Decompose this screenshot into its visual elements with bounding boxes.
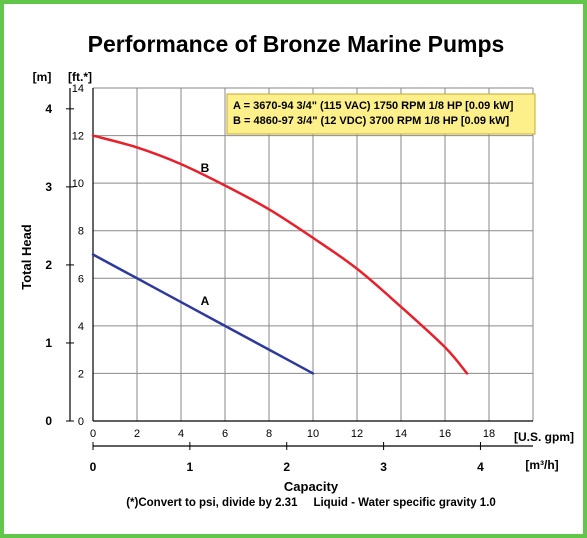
series-label-b: B	[201, 161, 210, 175]
y-unit-primary: [ft.*]	[68, 70, 92, 84]
legend: A = 3670-94 3/4" (115 VAC) 1750 RPM 1/8 …	[226, 93, 536, 135]
y-tick-label: 14	[72, 83, 84, 95]
y-tick-label: 0	[78, 416, 84, 428]
x-unit-secondary: [m³/h]	[525, 458, 558, 472]
x2-tick-label: 3	[380, 460, 387, 474]
x-tick-label: 0	[90, 428, 96, 440]
x-tick-label: 2	[134, 428, 140, 440]
y2-tick-label: 3	[45, 180, 52, 194]
y2-tick-label: 2	[45, 258, 52, 272]
x-tick-label: 6	[222, 428, 228, 440]
series-line-b	[91, 134, 469, 375]
y-tick-label: 6	[78, 273, 84, 285]
x-tick-label: 10	[307, 428, 319, 440]
x2-tick-label: 4	[477, 460, 484, 474]
series-label-a: A	[201, 294, 210, 308]
series-lines	[91, 134, 469, 375]
chart-title: Performance of Bronze Marine Pumps	[88, 31, 505, 57]
x-tick-label: 14	[395, 428, 407, 440]
legend-box	[226, 93, 536, 135]
y-tick-label: 10	[72, 178, 84, 190]
y2-tick-label: 1	[45, 336, 52, 350]
x2-tick-label: 0	[90, 460, 97, 474]
footnote: (*)Convert to psi, divide by 2.31 Liquid…	[126, 497, 496, 509]
x-tick-label: 8	[266, 428, 272, 440]
y-axis-title: Total Head	[19, 224, 34, 290]
y-tick-label: 8	[78, 226, 84, 238]
x-tick-label: 18	[483, 428, 495, 440]
y-unit-secondary: [m]	[33, 70, 52, 84]
x-unit-primary: [U.S. gpm]	[514, 430, 574, 444]
x-tick-label: 12	[351, 428, 363, 440]
y-tick-label: 4	[78, 321, 84, 333]
series-line-a	[91, 253, 315, 375]
x-tick-label: 16	[439, 428, 451, 440]
y2-tick-label: 4	[45, 102, 52, 116]
y-tick-label: 2	[78, 368, 84, 380]
x-tick-label: 4	[178, 428, 184, 440]
y2-tick-label: 0	[45, 414, 52, 428]
x-axis-title: Capacity	[284, 479, 339, 494]
legend-entry-a: A = 3670-94 3/4" (115 VAC) 1750 RPM 1/8 …	[233, 100, 514, 112]
y-tick-label: 12	[72, 131, 84, 143]
legend-entry-b: B = 4860-97 3/4" (12 VDC) 3700 RPM 1/8 H…	[233, 115, 510, 127]
x2-tick-label: 2	[283, 460, 290, 474]
x2-tick-label: 1	[187, 460, 194, 474]
grid	[69, 87, 534, 447]
